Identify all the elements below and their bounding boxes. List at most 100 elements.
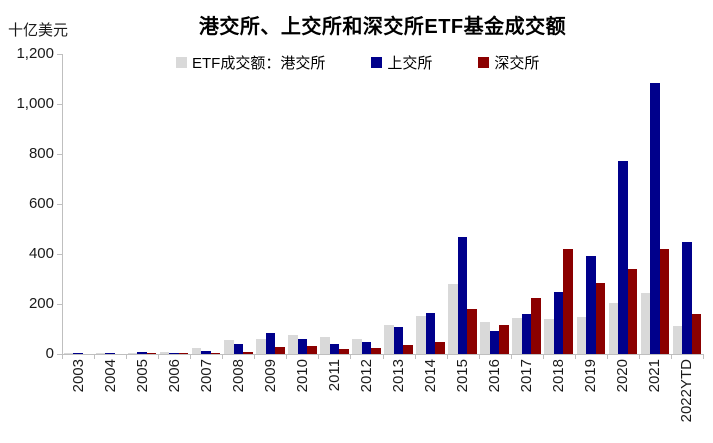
bar <box>435 342 445 354</box>
x-axis-label-text: 2009 <box>261 359 279 393</box>
x-axis-label-text: 2017 <box>518 359 536 393</box>
y-axis-tick <box>57 254 62 255</box>
y-axis-tick-label: 400 <box>28 245 54 262</box>
bar <box>521 314 532 354</box>
bar <box>361 342 372 354</box>
bar <box>416 316 426 354</box>
x-axis-tick <box>318 354 320 359</box>
x-axis-label-text: 2022YTD <box>678 359 696 423</box>
bar <box>169 353 179 354</box>
x-axis-label: 2017 <box>511 359 543 443</box>
legend-label-szse: 深交所 <box>494 55 540 72</box>
bar-group-2021 <box>639 54 671 354</box>
bar <box>640 293 651 354</box>
x-axis-label-text: 2018 <box>550 359 568 393</box>
x-axis-label-text: 2004 <box>101 359 119 393</box>
x-axis-tick <box>222 354 224 359</box>
x-axis-tick <box>638 354 640 359</box>
y-axis-tick <box>57 354 62 355</box>
x-axis-tick <box>703 354 704 359</box>
x-axis-label: 2010 <box>286 359 318 443</box>
bar <box>320 337 330 354</box>
bar <box>627 269 638 354</box>
legend-label-hkex: ETF成交额：港交所 <box>192 55 326 72</box>
chart-title: 港交所、上交所和深交所ETF基金成交额 <box>198 16 567 38</box>
x-axis-tick <box>478 354 480 359</box>
bar <box>265 333 276 354</box>
bar <box>650 83 660 354</box>
bar <box>393 327 404 354</box>
x-axis-label-text: 2015 <box>454 359 472 393</box>
bar <box>457 237 468 354</box>
bar-group-2016 <box>479 54 511 354</box>
bar <box>297 339 308 354</box>
x-axis-label: 2007 <box>190 359 222 443</box>
bar <box>329 344 340 354</box>
bar <box>371 348 381 354</box>
x-axis-label-text: 2020 <box>614 359 632 393</box>
plot-area <box>62 54 703 354</box>
y-axis-tick-label: 600 <box>28 195 54 212</box>
bar <box>146 353 157 354</box>
x-axis-tick <box>158 354 160 359</box>
x-axis-label: 2019 <box>575 359 607 443</box>
bar-group-2020 <box>607 54 639 354</box>
bar-group-2009 <box>254 54 286 354</box>
bar-group-2012 <box>350 54 382 354</box>
x-axis-label: 2020 <box>607 359 639 443</box>
bar <box>256 339 266 354</box>
bar <box>63 353 74 354</box>
bar <box>178 353 189 354</box>
x-axis-label-text: 2021 <box>646 359 664 393</box>
x-axis-tick <box>286 354 288 359</box>
bar-group-2008 <box>222 54 254 354</box>
bar <box>691 314 702 354</box>
x-axis-tick <box>94 354 96 359</box>
x-axis-tick <box>446 354 448 359</box>
bar-group-2013 <box>382 54 414 354</box>
x-axis-label-text: 2014 <box>422 359 440 393</box>
x-axis-label: 2022YTD <box>671 359 703 443</box>
bar <box>499 325 509 354</box>
x-axis-label-text: 2010 <box>293 359 311 393</box>
bar <box>489 331 500 354</box>
x-axis-label: 2018 <box>543 359 575 443</box>
bar-group-2011 <box>318 54 350 354</box>
bar <box>586 256 596 354</box>
x-axis-label: 2006 <box>158 359 190 443</box>
bar <box>480 322 490 354</box>
x-axis-label: 2015 <box>447 359 479 443</box>
x-axis-label: 2021 <box>639 359 671 443</box>
x-axis-label: 2012 <box>350 359 382 443</box>
bar-group-2015 <box>447 54 479 354</box>
bar <box>275 347 285 354</box>
bar-group-2006 <box>158 54 190 354</box>
x-axis-tick <box>382 354 384 359</box>
bar <box>288 335 298 354</box>
legend-item-hkex: ETF成交额：港交所 <box>176 52 325 73</box>
y-axis-unit-label: 十亿美元 <box>8 22 69 39</box>
x-axis-label: 2014 <box>415 359 447 443</box>
y-axis-tick <box>57 104 62 105</box>
bar <box>425 313 436 354</box>
bar-group-2019 <box>575 54 607 354</box>
x-axis-tick <box>510 354 512 359</box>
bar <box>659 249 670 354</box>
x-axis-label-text: 2012 <box>357 359 375 393</box>
bar <box>512 318 522 354</box>
bar <box>531 298 541 354</box>
bar-group-2003 <box>62 54 94 354</box>
x-axis-label-text: 2016 <box>486 359 504 393</box>
legend-item-sse: 上交所 <box>371 52 432 73</box>
x-axis-label-text: 2006 <box>165 359 183 393</box>
x-axis-label-text: 2007 <box>197 359 215 393</box>
bar <box>224 340 234 354</box>
x-axis-tick <box>350 354 352 359</box>
bar-group-2005 <box>126 54 158 354</box>
y-axis-tick-label: 200 <box>28 295 54 312</box>
x-axis-label: 2003 <box>62 359 94 443</box>
y-axis-tick-label: 800 <box>28 145 54 162</box>
bar <box>307 346 317 354</box>
bar <box>618 161 628 354</box>
